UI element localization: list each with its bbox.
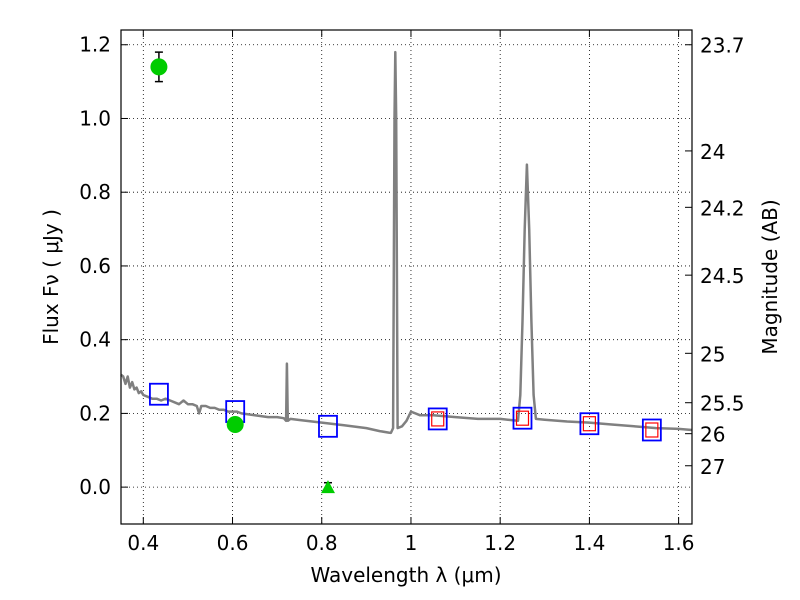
y-tick-label: 1.2 xyxy=(79,33,111,57)
mag-tick-label: 25.5 xyxy=(700,392,745,416)
mag-tick-label: 24.5 xyxy=(700,264,745,288)
mag-tick-label: 24.2 xyxy=(700,196,745,220)
y-tick-label: 0.4 xyxy=(79,328,111,352)
axis-ticks: 0.4 0.6 0.8 1 1.2 1.4 1.6 0.0 0.2 0.4 0.6 0.8 1.0 1.2… xyxy=(79,30,745,555)
observed-square-marker xyxy=(431,411,445,427)
x-tick-label: 0.6 xyxy=(217,531,249,555)
y-right-axis-label: Magnitude (AB) xyxy=(758,199,782,354)
spectrum-series xyxy=(120,50,693,435)
model-square-marker xyxy=(641,418,662,442)
mag-tick-label: 23.7 xyxy=(700,34,745,58)
mag-tick-label: 25 xyxy=(700,342,725,366)
upper-limit-triangle-marker xyxy=(320,480,335,494)
model-square-marker xyxy=(149,382,169,406)
mag-tick-label: 26 xyxy=(700,423,725,447)
plot-frame xyxy=(120,29,693,525)
mag-tick-label: 27 xyxy=(700,455,725,479)
y-tick-label: 0.8 xyxy=(79,180,111,204)
x-tick-label: 0.8 xyxy=(306,531,338,555)
grid-lines xyxy=(121,30,692,524)
model-square-marker xyxy=(427,407,448,431)
detection-circle-marker xyxy=(226,415,244,433)
x-tick-label: 1.4 xyxy=(573,531,605,555)
x-axis-label: Wavelength λ (μm) xyxy=(310,563,501,587)
model-square-marker xyxy=(579,412,600,436)
x-tick-label: 0.4 xyxy=(127,531,159,555)
model-square-marker xyxy=(512,406,533,430)
y-tick-label: 1.0 xyxy=(79,106,111,130)
detection-circle-marker xyxy=(150,58,168,76)
y-tick-label: 0.2 xyxy=(79,401,111,425)
observed-square-marker xyxy=(515,410,530,426)
model-square-marker xyxy=(318,414,338,438)
x-tick-label: 1 xyxy=(405,531,418,555)
x-tick-label: 1.2 xyxy=(484,531,516,555)
x-tick-label: 1.6 xyxy=(663,531,695,555)
y-axis-label: Flux Fν ( μJy ) xyxy=(39,209,63,345)
y-tick-label: 0.6 xyxy=(79,254,111,278)
mag-tick-label: 24 xyxy=(700,140,725,164)
photometry-markers xyxy=(149,51,662,494)
observed-square-marker xyxy=(582,416,596,432)
observed-square-marker xyxy=(645,422,659,438)
y-tick-label: 0.0 xyxy=(79,475,111,499)
spectrum-line xyxy=(120,50,693,435)
